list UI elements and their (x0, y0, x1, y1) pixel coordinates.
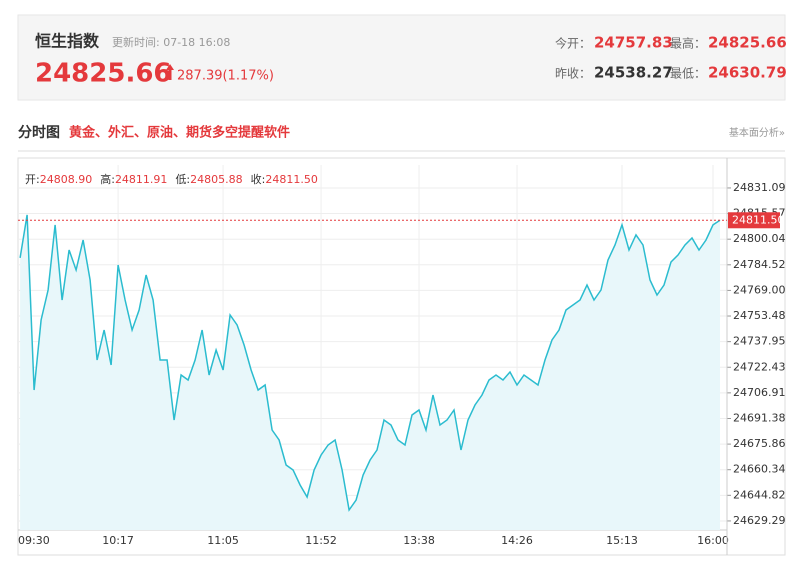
update-time: 更新时间: 07-18 16:08 (112, 35, 230, 49)
x-tick-label: 11:05 (207, 534, 239, 547)
y-tick-label: 24800.04 (733, 232, 786, 245)
stat-value: 24757.83 (594, 34, 673, 52)
change: 287.39(1.17%) (177, 69, 274, 84)
stat-label: 最高： (670, 36, 706, 51)
x-tick-label: 16:00 (697, 534, 729, 547)
section-title: 分时图 (18, 124, 60, 141)
y-tick-label: 24691.38 (733, 411, 786, 424)
last-price-label: 24811.50 (732, 213, 785, 226)
up-arrow (166, 64, 174, 80)
info-value: 24808.90 (40, 173, 93, 186)
chart-box (17, 157, 786, 556)
y-tick-label: 24629.29 (733, 514, 786, 527)
stat-label: 今开： (555, 36, 591, 51)
y-tick-label: 24737.95 (733, 335, 786, 348)
stat-label: 昨收： (555, 67, 591, 81)
y-tick-label: 24644.82 (733, 488, 786, 501)
analysis-link[interactable]: 基本面分析» (729, 126, 785, 139)
info-value: 24805.88 (190, 173, 243, 186)
info-value: 24811.50 (265, 173, 318, 186)
y-tick-label: 24706.91 (733, 386, 786, 399)
y-tick-label: 24675.86 (733, 437, 786, 450)
header-box (17, 14, 786, 101)
index-title: 恒生指数 (35, 32, 100, 51)
stat-value: 24630.79 (708, 64, 787, 82)
x-tick-label: 11:52 (305, 534, 337, 547)
area (20, 214, 721, 530)
last-price-box (728, 212, 780, 229)
x-tick-label: 10:17 (102, 534, 134, 547)
y-tick-label: 24769.00 (733, 283, 786, 296)
price-line (19, 214, 721, 512)
plot: 24831.0924815.5724800.0424784.5224769.00… (18, 158, 786, 555)
promo-link[interactable]: 黄金、外汇、原油、期货多空提醒软件 (69, 125, 290, 141)
info-label: 开: (25, 173, 40, 186)
info-label: 收: (251, 172, 266, 186)
y-tick-label: 24722.43 (733, 360, 786, 373)
info-label: 低: (175, 173, 190, 186)
info-line: 开:24808.90 高:24811.91 低:24805.88 收:24811.50 (25, 172, 318, 186)
stat-label: 最低： (670, 67, 706, 81)
info-value: 24811.91 (115, 173, 168, 186)
x-tick-label: 13:38 (403, 534, 435, 547)
x-tick-label: 15:13 (606, 534, 638, 547)
stat-value: 24538.27 (594, 64, 673, 82)
price: 24825.66 (35, 59, 172, 89)
y-tick-label: 24660.34 (733, 463, 786, 476)
x-tick-label: 14:26 (501, 534, 533, 547)
x-tick-label: 09:30 (18, 534, 50, 547)
info-label: 高: (100, 172, 115, 186)
y-tick-label: 24831.09 (733, 181, 786, 194)
stat-value: 24825.66 (708, 34, 787, 52)
y-tick-label: 24784.52 (733, 258, 786, 271)
y-tick-label: 24753.48 (733, 309, 786, 322)
